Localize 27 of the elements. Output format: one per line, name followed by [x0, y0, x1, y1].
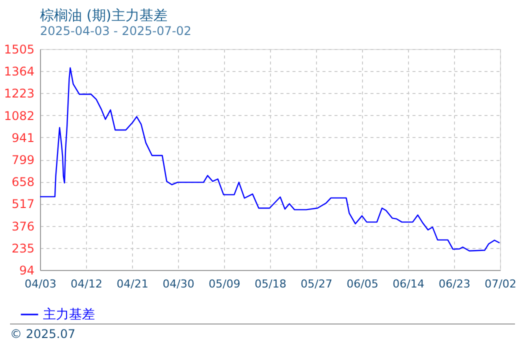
- x-tick-label: 05/18: [254, 278, 286, 290]
- y-tick-label: 1505: [4, 42, 34, 56]
- x-tick-label: 07/02: [484, 278, 516, 290]
- text: © 2025.07: [10, 327, 76, 341]
- y-tick-label: 376: [12, 219, 34, 234]
- y-tick-label: 94: [19, 264, 34, 278]
- x-tick-label: 06/14: [392, 278, 424, 290]
- x-tick-label: 04/12: [70, 278, 102, 290]
- y-tick-label: 235: [12, 241, 34, 256]
- x-tick-label: 05/27: [300, 278, 332, 290]
- y-tick-label: 517: [12, 197, 34, 212]
- line-series: [39, 67, 500, 252]
- y-tick-label: 1223: [4, 86, 34, 101]
- x-tick-label: 06/05: [346, 278, 378, 290]
- x-tick-label: 04/03: [24, 278, 56, 290]
- y-tick-label: 1082: [4, 108, 34, 123]
- chart-title: 棕榈油 (期)主力基差: [40, 8, 168, 24]
- y-tick-label: 658: [12, 175, 34, 190]
- x-tick-label: 04/21: [116, 278, 148, 290]
- y-tick-label: 1364: [4, 64, 34, 79]
- x-tick-label: 06/23: [438, 278, 470, 290]
- legend-label: 主力基差: [43, 306, 95, 322]
- x-tick-label: 04/30: [162, 278, 194, 290]
- y-tick-label: 799: [12, 153, 34, 168]
- x-tick-label: 05/09: [208, 278, 240, 290]
- chart-subtitle: 2025-04-03 - 2025-07-02: [40, 24, 192, 38]
- y-tick-label: 941: [12, 130, 34, 145]
